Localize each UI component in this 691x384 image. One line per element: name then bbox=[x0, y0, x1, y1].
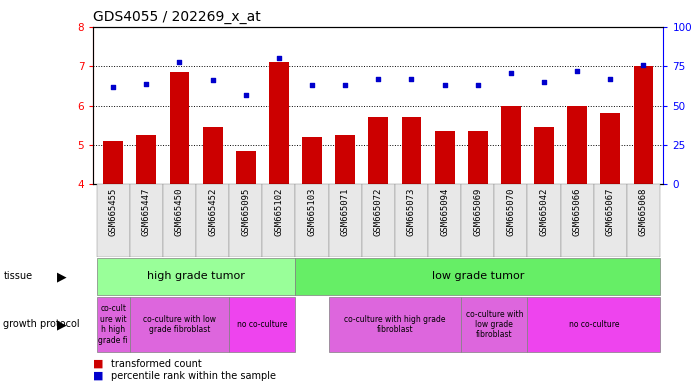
Bar bbox=[627, 184, 660, 257]
Point bbox=[307, 82, 318, 88]
Text: GSM665450: GSM665450 bbox=[175, 188, 184, 236]
Text: ▶: ▶ bbox=[57, 318, 67, 331]
Text: transformed count: transformed count bbox=[111, 359, 201, 369]
Bar bbox=[335, 135, 355, 184]
Text: tissue: tissue bbox=[3, 271, 32, 281]
Text: GSM665068: GSM665068 bbox=[639, 188, 648, 236]
Text: GSM665455: GSM665455 bbox=[108, 188, 117, 236]
Point bbox=[439, 82, 450, 88]
Bar bbox=[97, 184, 130, 257]
Bar bbox=[534, 127, 554, 184]
Text: GSM665067: GSM665067 bbox=[606, 188, 615, 236]
Text: GSM665066: GSM665066 bbox=[573, 188, 582, 236]
Bar bbox=[229, 297, 296, 352]
Point bbox=[174, 58, 185, 65]
Bar bbox=[435, 131, 455, 184]
Bar bbox=[196, 184, 229, 257]
Text: GSM665071: GSM665071 bbox=[341, 188, 350, 236]
Bar bbox=[600, 114, 621, 184]
Bar bbox=[527, 184, 560, 257]
Text: ■: ■ bbox=[93, 370, 104, 380]
Text: ▶: ▶ bbox=[57, 270, 67, 283]
Bar bbox=[130, 184, 163, 257]
Bar bbox=[428, 184, 461, 257]
Bar bbox=[236, 151, 256, 184]
Point bbox=[538, 79, 549, 85]
Bar bbox=[136, 135, 156, 184]
Text: GSM665095: GSM665095 bbox=[241, 188, 250, 236]
Text: GSM665452: GSM665452 bbox=[208, 188, 217, 236]
Text: GSM665447: GSM665447 bbox=[142, 188, 151, 236]
Bar bbox=[560, 184, 594, 257]
Point bbox=[108, 84, 119, 90]
Text: GSM665042: GSM665042 bbox=[540, 188, 549, 236]
Text: GSM665102: GSM665102 bbox=[274, 188, 283, 236]
Bar bbox=[461, 184, 494, 257]
Text: GSM665103: GSM665103 bbox=[307, 188, 316, 236]
Text: GSM665072: GSM665072 bbox=[374, 188, 383, 236]
Bar bbox=[103, 141, 123, 184]
Point bbox=[605, 76, 616, 82]
Bar bbox=[269, 62, 289, 184]
Point bbox=[373, 76, 384, 82]
Point bbox=[638, 61, 649, 68]
Point bbox=[274, 55, 285, 61]
Text: GSM665070: GSM665070 bbox=[507, 188, 515, 236]
Point bbox=[207, 77, 218, 83]
Bar bbox=[202, 127, 223, 184]
Bar bbox=[567, 106, 587, 184]
Bar bbox=[296, 184, 329, 257]
Bar bbox=[395, 184, 428, 257]
Text: GSM665073: GSM665073 bbox=[407, 188, 416, 236]
Bar bbox=[594, 184, 627, 257]
Text: no co-culture: no co-culture bbox=[237, 320, 287, 329]
Bar bbox=[461, 297, 527, 352]
Bar bbox=[302, 137, 322, 184]
Bar bbox=[634, 66, 654, 184]
Text: GSM665094: GSM665094 bbox=[440, 188, 449, 236]
Text: high grade tumor: high grade tumor bbox=[147, 271, 245, 281]
Bar bbox=[527, 297, 660, 352]
Text: co-culture with low
grade fibroblast: co-culture with low grade fibroblast bbox=[143, 315, 216, 334]
Bar bbox=[494, 184, 527, 257]
Text: co-culture with
low grade
fibroblast: co-culture with low grade fibroblast bbox=[466, 310, 523, 339]
Point bbox=[571, 68, 583, 74]
Bar bbox=[329, 297, 461, 352]
Text: GDS4055 / 202269_x_at: GDS4055 / 202269_x_at bbox=[93, 10, 261, 25]
Bar bbox=[97, 258, 296, 295]
Point bbox=[406, 76, 417, 82]
Point bbox=[472, 82, 483, 88]
Text: GSM665069: GSM665069 bbox=[473, 188, 482, 236]
Text: percentile rank within the sample: percentile rank within the sample bbox=[111, 371, 276, 381]
Bar bbox=[263, 184, 296, 257]
Bar bbox=[329, 184, 362, 257]
Bar bbox=[97, 297, 130, 352]
Bar bbox=[501, 106, 521, 184]
Text: growth protocol: growth protocol bbox=[3, 319, 80, 329]
Bar bbox=[296, 258, 660, 295]
Bar bbox=[368, 118, 388, 184]
Point bbox=[340, 82, 351, 88]
Point bbox=[141, 81, 152, 87]
Text: low grade tumor: low grade tumor bbox=[432, 271, 524, 281]
Bar bbox=[362, 184, 395, 257]
Bar bbox=[229, 184, 263, 257]
Text: ■: ■ bbox=[93, 359, 104, 369]
Bar bbox=[130, 297, 229, 352]
Text: co-culture with high grade
fibroblast: co-culture with high grade fibroblast bbox=[344, 315, 446, 334]
Point bbox=[240, 91, 252, 98]
Bar bbox=[468, 131, 488, 184]
Bar bbox=[401, 118, 422, 184]
Text: co-cult
ure wit
h high
grade fi: co-cult ure wit h high grade fi bbox=[98, 305, 128, 344]
Point bbox=[505, 70, 516, 76]
Bar bbox=[163, 184, 196, 257]
Bar bbox=[169, 72, 189, 184]
Text: no co-culture: no co-culture bbox=[569, 320, 619, 329]
